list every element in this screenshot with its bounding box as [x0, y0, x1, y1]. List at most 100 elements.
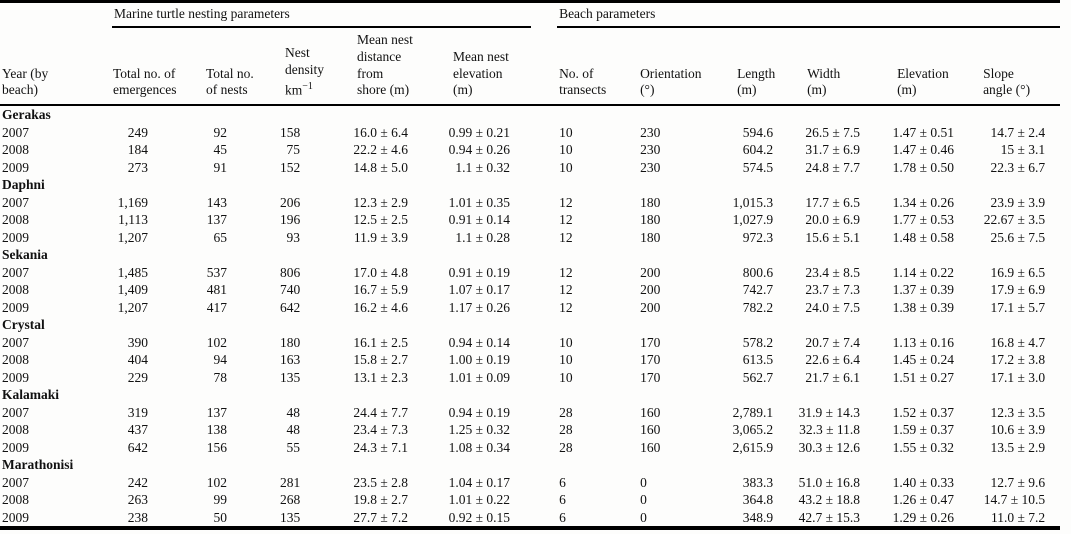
value-cell: 184 [127, 142, 148, 158]
year-cell: 2008 [2, 492, 29, 508]
value-cell: 158 [280, 124, 301, 140]
value-cell: 537 [206, 264, 227, 280]
value-cell: 138 [206, 422, 227, 438]
table-body: Gerakas 2007 249 92 158 16.0 ± 6.4 0.99 ± 0.21… [0, 105, 1060, 528]
table-row: 2009 238 50 135 27.7 ± 7.2 0.92 ± 0.15 6 0 348.9… [0, 509, 1060, 529]
value-cell: 1.37 ± 0.39 [892, 282, 955, 298]
beach-name: Crystal [2, 317, 45, 333]
group-header-row: Marine turtle nesting parameters Beach p… [0, 2, 1061, 29]
value-cell: 51.0 ± 16.8 [798, 474, 861, 490]
value-cell: 417 [206, 299, 227, 315]
beach-group-row: Gerakas [0, 105, 1060, 124]
value-cell: 13.1 ± 2.3 [353, 369, 408, 385]
value-cell: 206 [280, 194, 301, 210]
value-cell: 137 [206, 404, 227, 420]
value-cell: 180 [640, 212, 661, 228]
value-cell: 180 [280, 334, 301, 350]
column-header-orientation: Orientation (°) [638, 28, 721, 107]
value-cell: 160 [640, 422, 661, 438]
table-row: 2008 263 99 268 19.8 ± 2.7 1.01 ± 0.22 6 0 364.8… [0, 491, 1060, 509]
value-cell: 24.8 ± 7.7 [805, 159, 861, 175]
value-cell: 78 [213, 369, 228, 385]
value-cell: 48 [286, 404, 301, 420]
value-cell: 578.2 [742, 334, 774, 350]
table-row: 2007 249 92 158 16.0 ± 6.4 0.99 ± 0.21 10 230 59… [0, 124, 1060, 142]
value-cell: 364.8 [742, 492, 774, 508]
column-header-emergences: Total no. of emergences [112, 28, 206, 107]
value-cell: 2,789.1 [732, 404, 774, 420]
value-cell: 170 [640, 352, 661, 368]
value-cell: 281 [280, 474, 301, 490]
value-cell: 102 [206, 334, 227, 350]
value-cell: 12 [559, 229, 573, 245]
table-header: Marine turtle nesting parameters Beach p… [0, 2, 1061, 107]
value-cell: 10.6 ± 3.9 [990, 422, 1046, 438]
value-cell: 160 [640, 439, 661, 455]
value-cell: 16.9 ± 6.5 [990, 264, 1046, 280]
value-cell: 156 [206, 439, 227, 455]
value-cell: 1,027.9 [732, 212, 774, 228]
value-cell: 1.17 ± 0.26 [448, 299, 511, 315]
column-header-row: Year (by beach) Total no. of emergences … [0, 28, 1061, 107]
value-cell: 1.47 ± 0.51 [892, 124, 955, 140]
table-row: 2009 273 91 152 14.8 ± 5.0 1.1 ± 0.32 10 230 574… [0, 159, 1060, 177]
column-header-density: Nest density km−1 [280, 28, 350, 107]
value-cell: 1.13 ± 0.16 [892, 334, 955, 350]
value-cell: 15.6 ± 5.1 [805, 229, 861, 245]
value-cell: 3,065.2 [732, 422, 774, 438]
value-cell: 1.48 ± 0.58 [892, 229, 955, 245]
year-cell: 2008 [2, 352, 29, 368]
column-header-width: Width (m) [790, 28, 886, 107]
column-header-transects: No. of transects [557, 28, 639, 107]
value-cell: 14.8 ± 5.0 [353, 159, 408, 175]
value-cell: 14.7 ± 10.5 [983, 492, 1046, 508]
value-cell: 21.7 ± 6.1 [805, 369, 861, 385]
value-cell: 12.7 ± 9.6 [990, 474, 1046, 490]
value-cell: 1.26 ± 0.47 [892, 492, 955, 508]
value-cell: 135 [280, 369, 301, 385]
value-cell: 48 [286, 422, 301, 438]
value-cell: 1.1 ± 0.32 [455, 159, 511, 175]
value-cell: 1,113 [118, 212, 148, 228]
value-cell: 642 [280, 299, 301, 315]
value-cell: 19.8 ± 2.7 [353, 492, 408, 508]
value-cell: 562.7 [742, 369, 774, 385]
value-cell: 25.6 ± 7.5 [990, 229, 1046, 245]
column-header-length: Length (m) [720, 28, 791, 107]
value-cell: 23.7 ± 7.3 [805, 282, 861, 298]
group-header-beach: Beach parameters [557, 2, 1061, 28]
value-cell: 170 [640, 369, 661, 385]
value-cell: 200 [640, 264, 661, 280]
value-cell: 10 [559, 352, 573, 368]
value-cell: 65 [213, 229, 228, 245]
value-cell: 14.7 ± 2.4 [990, 124, 1046, 140]
value-cell: 0.99 ± 0.21 [448, 124, 511, 140]
value-cell: 163 [280, 352, 301, 368]
value-cell: 28 [559, 404, 573, 420]
value-cell: 12.3 ± 3.5 [990, 404, 1046, 420]
value-cell: 6 [559, 492, 566, 508]
value-cell: 1.14 ± 0.22 [892, 264, 955, 280]
table-row: 2008 437 138 48 23.4 ± 7.3 1.25 ± 0.32 28 160 3,… [0, 421, 1060, 439]
value-cell: 1,207 [117, 229, 148, 245]
value-cell: 28 [559, 422, 573, 438]
table-row: 2009 1,207 65 93 11.9 ± 3.9 1.1 ± 0.28 12 180 97… [0, 229, 1060, 247]
value-cell: 17.1 ± 3.0 [990, 369, 1046, 385]
value-cell: 16.0 ± 6.4 [353, 124, 408, 140]
value-cell: 1.1 ± 0.28 [455, 229, 511, 245]
value-cell: 0.91 ± 0.14 [448, 212, 511, 228]
beach-name: Sekania [2, 247, 48, 263]
value-cell: 143 [206, 194, 227, 210]
table-row: 2007 1,169 143 206 12.3 ± 2.9 1.01 ± 0.35 12 18… [0, 194, 1060, 212]
value-cell: 180 [640, 229, 661, 245]
value-cell: 11.9 ± 3.9 [353, 229, 408, 245]
year-cell: 2008 [2, 212, 29, 228]
spanner-spacer [0, 2, 112, 29]
value-cell: 11.0 ± 7.2 [990, 509, 1046, 525]
value-cell: 10 [559, 334, 573, 350]
value-cell: 45 [213, 142, 228, 158]
value-cell: 404 [127, 352, 148, 368]
value-cell: 782.2 [742, 299, 774, 315]
value-cell: 200 [640, 299, 661, 315]
